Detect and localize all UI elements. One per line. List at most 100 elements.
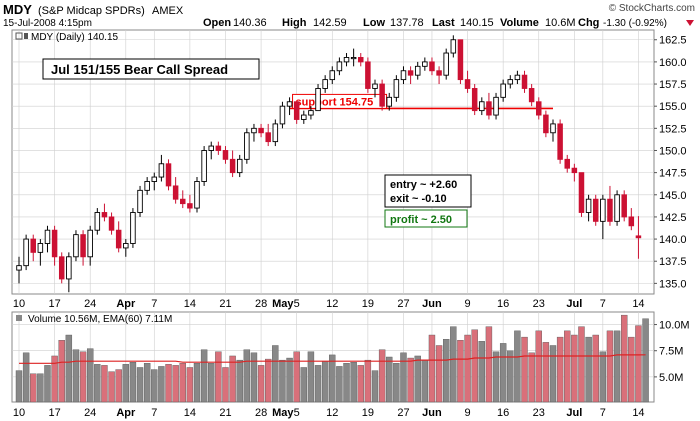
- volume-bar: [243, 349, 251, 403]
- volume-tick-label: 7.5M: [659, 346, 683, 358]
- volume-bar: [179, 363, 186, 403]
- candle-body: [486, 101, 492, 116]
- volume-bar: [535, 330, 542, 403]
- quote-high-label: High: [282, 17, 307, 29]
- volume-date-label: 27: [397, 407, 409, 419]
- volume-bar: [30, 373, 37, 403]
- volume-bar: [414, 355, 421, 403]
- volume-bar: [492, 351, 500, 403]
- price-axis: 135.0 137.5 140.0 142.5 145.0 147.5 150.0 152.5…: [654, 35, 687, 290]
- candle-body: [443, 52, 449, 76]
- price-tick-label: 160.0: [659, 57, 687, 69]
- candle-body: [386, 96, 392, 107]
- candle-body: [436, 70, 442, 76]
- quote-date: 15-Jul-2008 4:15pm: [3, 18, 92, 29]
- candle-body: [621, 194, 627, 218]
- candle-body: [180, 198, 186, 205]
- candle-body: [592, 198, 599, 222]
- volume-bar: [507, 350, 514, 403]
- candle-body: [607, 198, 613, 222]
- quote-volume-label: Volume: [500, 17, 539, 29]
- price-date-label: 14: [184, 298, 196, 310]
- candle-body: [130, 212, 136, 244]
- volume-bar: [101, 365, 108, 403]
- volume-bar: [499, 343, 507, 403]
- volume-legend: Volume 10.56M, EMA(60) 7.11M: [16, 314, 172, 325]
- candle-body: [258, 127, 264, 134]
- quote-change-label: Chg: [578, 17, 599, 29]
- price-legend: MDY (Daily) 140.15: [15, 32, 119, 43]
- candle-body: [187, 203, 193, 209]
- candle-body: [457, 39, 464, 81]
- price-date-label: Jul: [566, 298, 582, 310]
- volume-bar: [286, 357, 293, 403]
- candle-body: [536, 101, 542, 116]
- profit-box: profit ~ 2.50: [384, 209, 468, 228]
- volume-bar: [585, 336, 592, 403]
- legend-candle-swatch: [15, 32, 23, 40]
- candle-body: [528, 88, 535, 103]
- quote-open-value: 140.36: [233, 17, 267, 29]
- volume-bars: [15, 314, 649, 403]
- price-tick-label: 142.5: [659, 212, 687, 224]
- volume-bar: [329, 354, 336, 403]
- candle-body: [16, 265, 22, 271]
- candle-body: [322, 79, 328, 89]
- ticker-exchange: AMEX: [152, 5, 184, 17]
- volume-bar: [200, 349, 208, 403]
- volume-panel: 5.0M 7.5M 10.0M Volume 10.56M, EMA(60) 7.1…: [11, 311, 690, 403]
- volume-bar: [628, 336, 635, 403]
- volume-bar: [279, 359, 286, 403]
- volume-bar: [51, 355, 58, 403]
- volume-bar: [421, 359, 429, 403]
- volume-bar: [635, 325, 642, 403]
- candle-body: [585, 198, 592, 213]
- volume-bar: [521, 336, 528, 403]
- volume-bar: [79, 351, 87, 403]
- price-tick-label: 137.5: [659, 256, 687, 268]
- volume-axis: 5.0M 7.5M 10.0M: [654, 320, 690, 384]
- volume-bar: [22, 352, 30, 403]
- spread-title: Jul 151/155 Bear Call Spread: [51, 62, 228, 77]
- price-date-label: 12: [326, 298, 338, 310]
- volume-bar: [343, 363, 350, 403]
- spread-title-box: Jul 151/155 Bear Call Spread: [42, 58, 260, 80]
- candle-body: [144, 181, 150, 191]
- volume-bar: [186, 367, 194, 403]
- candle-body: [201, 150, 207, 182]
- price-date-label: 9: [464, 298, 470, 310]
- candle-body: [393, 79, 400, 98]
- candle-body: [372, 83, 378, 89]
- volume-bar: [236, 359, 243, 403]
- ticker-symbol: MDY: [3, 2, 32, 17]
- volume-date-label: Apr: [116, 407, 136, 419]
- price-legend-label: MDY (Daily) 140.15: [31, 32, 119, 43]
- volume-bar: [549, 345, 557, 403]
- candle-body: [208, 145, 214, 151]
- volume-date-label: 12: [326, 407, 338, 419]
- candle-body: [507, 79, 514, 85]
- ticker-name: (S&P Midcap SPDRs): [38, 5, 145, 17]
- candle-body: [58, 256, 65, 280]
- candle-body: [301, 114, 307, 120]
- candle-body: [315, 88, 321, 112]
- candle-body: [293, 101, 300, 120]
- price-tick-label: 162.5: [659, 35, 687, 47]
- quote-open-label: Open: [203, 17, 231, 29]
- entry-label: entry ~ +2.60: [390, 179, 457, 191]
- profit-box-frame: [384, 209, 468, 228]
- volume-bar: [94, 364, 101, 403]
- volume-date-label: 24: [84, 407, 96, 419]
- candle-body: [44, 229, 51, 244]
- price-date-label: 23: [533, 298, 545, 310]
- candle-body: [557, 123, 563, 160]
- volume-bar: [143, 363, 151, 403]
- price-date-label: Jun: [422, 298, 442, 310]
- candle-body: [500, 83, 506, 98]
- candle-body: [358, 57, 364, 63]
- volume-bar: [393, 363, 400, 403]
- volume-bar: [592, 334, 599, 403]
- candle-body: [94, 212, 101, 231]
- volume-bar: [215, 351, 222, 403]
